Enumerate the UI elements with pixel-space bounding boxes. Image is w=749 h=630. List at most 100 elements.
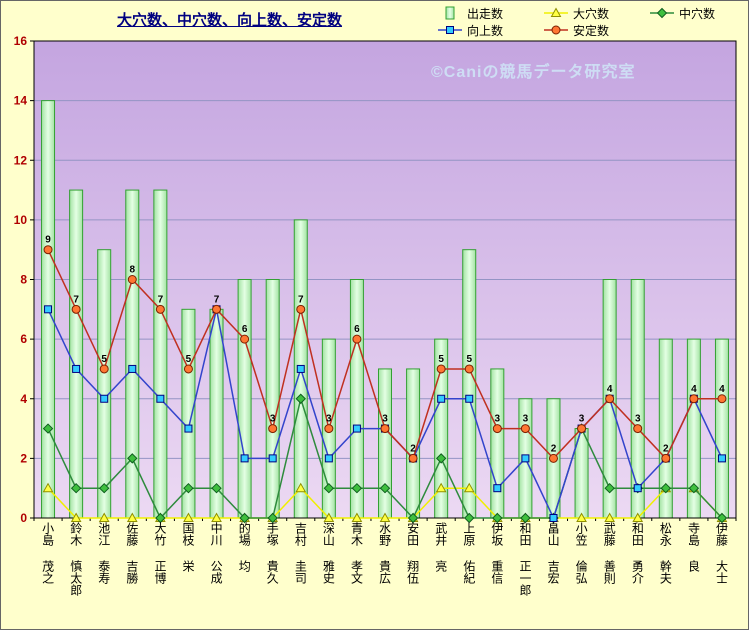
koujou-marker-icon <box>296 364 305 373</box>
ooana-marker-icon <box>550 7 562 17</box>
square-marker-icon <box>438 26 462 34</box>
koujou-marker-icon <box>128 364 137 373</box>
antei-marker-icon <box>661 453 671 463</box>
antei-marker-icon <box>240 334 250 344</box>
data-label-antei: 2 <box>410 443 416 454</box>
chuuana-marker-icon <box>98 482 110 494</box>
ooana-marker-icon <box>576 512 587 522</box>
antei-marker-icon <box>324 424 334 434</box>
antei-marker-icon <box>352 334 362 344</box>
data-label-antei: 2 <box>663 443 669 454</box>
y-tick-label: 6 <box>20 332 27 346</box>
data-label-antei: 5 <box>438 354 444 365</box>
chuuana-marker-icon <box>604 482 615 494</box>
data-label-antei: 3 <box>270 414 276 425</box>
bar-starts <box>349 279 364 519</box>
ooana-marker-icon <box>604 512 615 522</box>
chuuana-marker-icon <box>42 423 54 434</box>
bar-starts <box>490 368 505 519</box>
antei-marker-icon <box>155 304 165 314</box>
data-label-antei: 3 <box>635 414 641 425</box>
koujou-marker-icon <box>156 394 165 403</box>
y-tick-label: 16 <box>14 34 28 48</box>
koujou-marker-icon <box>493 484 502 493</box>
legend-label: 中穴数 <box>679 6 716 21</box>
koujou-marker-icon <box>268 454 277 463</box>
legend-item-koujou: 向上数 <box>437 22 503 38</box>
chuuana-marker-icon <box>183 482 194 494</box>
antei-marker-icon <box>43 245 53 255</box>
data-label-antei: 7 <box>298 294 304 305</box>
koujou-marker-icon <box>184 424 193 433</box>
chuuana-marker-icon <box>70 482 82 494</box>
data-label-antei: 8 <box>129 265 135 276</box>
antei-marker-icon <box>408 453 418 463</box>
antei-marker-icon <box>183 364 193 374</box>
y-tick-label: 4 <box>20 392 27 406</box>
koujou-marker-icon <box>437 394 446 403</box>
antei-marker-icon <box>464 364 474 374</box>
ooana-marker-icon <box>98 512 110 522</box>
chuuana-marker-icon <box>435 453 447 464</box>
bar-starts <box>97 249 112 519</box>
chuuana-marker-icon <box>660 482 672 494</box>
antei-marker-icon <box>436 364 446 374</box>
bar-starts <box>237 279 252 519</box>
data-label-antei: 2 <box>551 443 557 454</box>
koujou-marker-icon <box>549 514 558 522</box>
data-label-antei: 6 <box>354 324 360 335</box>
legend-label: 安定数 <box>573 23 610 38</box>
chuuana-marker-icon <box>379 482 391 494</box>
bar-starts <box>265 279 280 519</box>
watermark: ©Caniの競馬データ研究室 <box>431 64 636 81</box>
chuuana-marker-icon <box>520 512 531 524</box>
y-tick-label: 8 <box>20 273 27 287</box>
bar-series-icon <box>445 6 455 20</box>
koujou-marker-icon <box>72 364 81 373</box>
koujou-marker-icon <box>465 394 474 403</box>
y-tick-label: 12 <box>14 153 28 167</box>
ooana-marker-icon <box>323 512 335 522</box>
ooana-marker-icon <box>463 482 475 493</box>
antei-marker-icon <box>71 304 81 314</box>
chuuana-marker-icon <box>716 512 728 524</box>
antei-marker-icon <box>212 304 222 314</box>
koujou-marker-icon <box>352 424 361 433</box>
ooana-marker-icon <box>70 512 82 522</box>
antei-marker-icon <box>520 424 530 434</box>
antei-marker-icon <box>380 424 390 434</box>
koujou-marker-icon <box>100 394 109 403</box>
ooana-marker-icon <box>435 482 447 493</box>
ooana-marker-icon <box>211 512 222 522</box>
chuuana-marker-icon <box>267 512 278 524</box>
chuuana-marker-icon <box>351 482 363 494</box>
koujou-marker-icon <box>633 484 642 493</box>
koujou-marker-icon <box>324 454 333 463</box>
antei-marker-icon <box>296 304 306 314</box>
data-label-antei: 3 <box>495 414 501 425</box>
antei-marker-icon <box>127 275 137 284</box>
antei-marker-icon <box>551 25 561 35</box>
chuuana-marker-icon <box>239 512 250 524</box>
data-label-antei: 6 <box>242 324 248 335</box>
chuuana-marker-icon <box>492 512 503 524</box>
data-label-antei: 3 <box>523 414 529 425</box>
y-tick-label: 10 <box>14 213 28 227</box>
bar-starts <box>630 279 645 519</box>
antei-marker-icon <box>268 424 278 434</box>
chuuana-marker-icon <box>407 512 419 524</box>
chart-title: 大穴数、中穴数、向上数、安定数 <box>117 12 343 29</box>
chuuana-marker-icon <box>295 393 306 404</box>
ooana-marker-icon <box>42 482 54 493</box>
ooana-marker-icon <box>183 512 194 522</box>
chuuana-marker-icon <box>323 482 335 494</box>
ooana-marker-icon <box>379 512 391 522</box>
ooana-marker-icon <box>351 512 363 522</box>
ooana-marker-icon <box>295 482 307 493</box>
y-tick-label: 0 <box>20 511 27 525</box>
bar-starts <box>714 338 729 519</box>
koujou-marker-icon <box>521 454 530 463</box>
chuuana-marker-icon <box>155 512 166 524</box>
